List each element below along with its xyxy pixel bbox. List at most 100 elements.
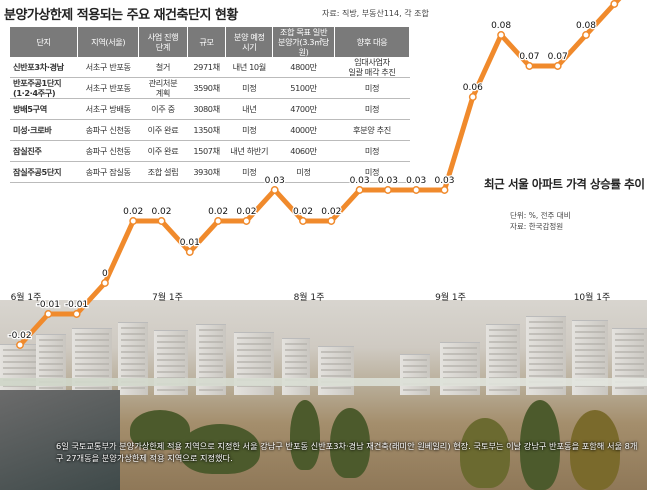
table-cell: 송파구 잠실동	[77, 161, 139, 183]
data-label: 0.02	[123, 207, 143, 217]
data-label: 0.08	[491, 21, 511, 31]
table-cell: 이주 완료	[138, 119, 188, 141]
table-cell: 임대사업자 일괄 매각 추진	[334, 57, 410, 78]
table-cell: 관리처분 계획	[138, 77, 188, 99]
data-point	[299, 217, 307, 225]
data-point	[468, 93, 477, 101]
table-cell: 방배5구역	[10, 98, 78, 120]
redevelopment-table: 단지 지역(서울) 사업 진행 단계 규모 분양 예정 시기 조합 목표 일반 분양가(3.3㎡…	[10, 27, 411, 183]
data-label: -0.01	[65, 300, 88, 310]
table-cell: 미정	[225, 119, 273, 141]
chart-source: 자료: 한국감정원	[510, 222, 564, 231]
table-row: 미성·크로바 송파구 신천동 이주 완료 1350채 미정 4000만 후분양 추진	[10, 119, 410, 141]
table-cell: 5100만	[272, 77, 335, 99]
table-row: 신반포3차·경남 서초구 반포동 철거 2971채 내년 10월 4800만 임대사업자 일괄…	[10, 57, 410, 78]
table-cell: 1350채	[187, 119, 226, 141]
data-point	[72, 310, 81, 318]
data-point	[129, 217, 138, 225]
table-header-cell: 향후 대응	[334, 27, 411, 57]
data-point	[383, 186, 392, 194]
table-cell: 철거	[138, 57, 188, 78]
data-label: 0.07	[519, 52, 539, 62]
data-point	[440, 186, 449, 194]
data-point	[355, 186, 364, 194]
table-cell: 서초구 방배동	[77, 98, 139, 120]
table-header-cell: 분양 예정 시기	[225, 27, 274, 57]
x-tick-label: 6월 1주	[11, 291, 42, 303]
table-cell: 1507채	[187, 140, 226, 162]
table-cell: 3930채	[187, 161, 226, 183]
data-point	[185, 248, 194, 256]
table-cell: 미정	[225, 161, 273, 183]
table-cell: 미성·크로바	[10, 119, 78, 141]
table-cell: 2971채	[187, 57, 226, 78]
data-label: 0.02	[293, 207, 313, 217]
data-label: 0.02	[321, 207, 341, 217]
data-label: 0.01	[180, 238, 200, 248]
data-label: 0.07	[548, 52, 568, 62]
table-cell: 신반포3차·경남	[10, 57, 78, 78]
table-cell: 미정	[334, 98, 410, 120]
table-header-cell: 사업 진행 단계	[138, 27, 188, 57]
data-point	[44, 310, 53, 318]
data-label: 0.03	[434, 176, 454, 186]
table-row: 반포주공1단지 (1·2·4주구) 서초구 반포동 관리처분 계획 3590채 미정 5100…	[10, 77, 410, 99]
data-label: 0.02	[151, 207, 171, 217]
x-tick-label: 7월 1주	[152, 291, 183, 303]
table-cell: 이주 완료	[138, 140, 188, 162]
table-cell: 미정	[334, 77, 410, 99]
table-source: 자료: 직방, 부동산114, 각 조합	[322, 9, 429, 18]
x-tick-label: 10월 1주	[574, 291, 611, 303]
data-point	[525, 62, 534, 70]
data-label: 0.02	[208, 207, 228, 217]
data-point	[16, 341, 24, 349]
data-point	[270, 186, 279, 194]
table-cell: 서초구 반포동	[77, 57, 139, 78]
data-label: 0.03	[378, 176, 398, 186]
data-point	[100, 279, 109, 287]
construction-site-photo	[0, 300, 647, 490]
page-title: 분양가상한제 적용되는 주요 재건축단지 현황	[4, 8, 238, 23]
table-cell: 4800만	[272, 57, 335, 78]
data-point	[553, 62, 562, 70]
table-cell: 내년	[225, 98, 273, 120]
chart-unit: 단위: %, 전주 대비	[510, 211, 571, 220]
chart-title: 최근 서울 아파트 가격 상승률 추이	[484, 177, 645, 191]
data-point	[327, 217, 336, 225]
data-label: 0.03	[265, 176, 285, 186]
table-cell: 미정	[225, 77, 273, 99]
table-cell: 4000만	[272, 119, 335, 141]
table-cell: 송파구 신천동	[77, 140, 139, 162]
data-point	[214, 217, 223, 225]
data-label: 0.08	[576, 21, 596, 31]
table-header-cell: 조합 목표 일반 분양가(3.3㎡당 원)	[272, 27, 335, 57]
table-row: 잠실주공5단지 송파구 잠실동 조합 설립 3930채 미정 미정 미정	[10, 161, 410, 183]
data-label: 0	[102, 269, 108, 279]
table-cell: 잠실진주	[10, 140, 78, 162]
table-cell: 송파구 신천동	[77, 119, 139, 141]
table-header-row: 단지 지역(서울) 사업 진행 단계 규모 분양 예정 시기 조합 목표 일반 분양가(3.3㎡…	[10, 27, 411, 57]
x-tick-label: 9월 1주	[435, 291, 466, 303]
table-cell: 미정	[334, 161, 410, 183]
table-cell: 미정	[334, 140, 410, 162]
table-row: 방배5구역 서초구 방배동 이주 중 3080채 내년 4700만 미정	[10, 98, 410, 120]
table-cell: 후분양 추진	[334, 119, 410, 141]
table-row: 잠실진주 송파구 신천동 이주 완료 1507채 내년 하반기 4060만 미정	[10, 140, 410, 162]
table-cell: 조합 설립	[138, 161, 188, 183]
data-label: -0.01	[37, 300, 60, 310]
table-cell: 내년 10월	[225, 57, 273, 78]
table-cell: 3590채	[187, 77, 226, 99]
data-point	[242, 217, 251, 225]
table-header-cell: 단지	[10, 27, 79, 57]
data-label: -0.02	[8, 331, 31, 341]
table-cell: 3080채	[187, 98, 226, 120]
data-label: 0.06	[463, 83, 483, 93]
photo-caption: 6일 국토교통부가 분양가상한제 적용 지역으로 지정한 서울 강남구 반포동 …	[56, 441, 638, 463]
table-cell: 이주 중	[138, 98, 188, 120]
data-point	[610, 0, 619, 8]
data-label: 0.02	[236, 207, 256, 217]
table-cell: 미정	[272, 161, 335, 183]
table-header-cell: 규모	[187, 27, 227, 57]
table-cell: 서초구 반포동	[77, 77, 139, 99]
